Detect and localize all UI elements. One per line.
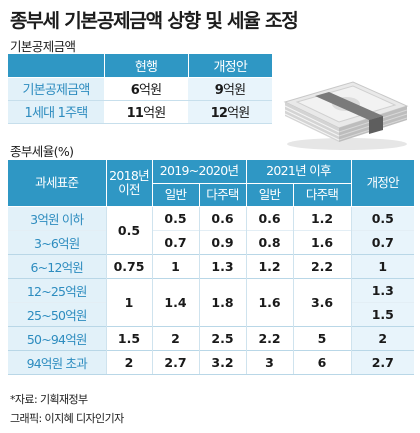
cell-proposal: 0.5 bbox=[350, 205, 415, 230]
deduction-header-row: 현행 개정안 bbox=[8, 54, 272, 77]
cell-2019-multi: 0.6 bbox=[198, 205, 247, 230]
row-label: 94억원 초과 bbox=[8, 349, 106, 375]
cell-2019-multi: 0.9 bbox=[198, 229, 247, 254]
header-proposal: 개정안 bbox=[350, 160, 415, 207]
header-2019-2020: 2019~2020년 bbox=[151, 160, 247, 184]
cell-2019-general: 2.7 bbox=[151, 349, 199, 375]
cell-2019-general: 0.5 bbox=[151, 205, 199, 230]
cell-2019-general: 1.4 bbox=[151, 277, 199, 326]
row-label: 6~12억원 bbox=[8, 253, 106, 278]
cell-2021-multi: 2.2 bbox=[292, 253, 352, 278]
cell-2021-multi: 5 bbox=[292, 325, 352, 350]
cell-2019-multi: 3.2 bbox=[198, 349, 247, 375]
deduction-new-value: 9억원 bbox=[188, 77, 272, 101]
deduction-table: 현행 개정안 기본공제금액 6억원 9억원 1세대 1주택 11억원 12억원 bbox=[8, 54, 272, 124]
header-2018: 2018년 이전 bbox=[105, 160, 152, 207]
cell-2019-general: 1 bbox=[151, 253, 199, 278]
row-label: 3억원 이하 bbox=[8, 205, 106, 230]
cell-proposal: 2 bbox=[350, 325, 415, 350]
cell-2021-general: 0.6 bbox=[245, 205, 294, 230]
cell-2021-multi: 1.2 bbox=[292, 205, 352, 230]
deduction-current-value: 6억원 bbox=[104, 77, 188, 101]
cell-2018: 1 bbox=[105, 277, 152, 326]
cell-2019-multi: 1.3 bbox=[198, 253, 247, 278]
cell-2019-general: 2 bbox=[151, 325, 199, 350]
rates-header-row: 과세표준 2018년 이전 2019~2020년 2021년 이후 개정안 bbox=[8, 160, 415, 207]
money-stack-icon bbox=[275, 54, 415, 154]
cell-2019-multi: 2.5 bbox=[198, 325, 247, 350]
deduction-row: 기본공제금액 6억원 9억원 bbox=[8, 77, 272, 101]
deduction-current-value: 11억원 bbox=[104, 100, 188, 124]
cell-proposal: 0.7 bbox=[350, 229, 415, 254]
table-row: 3억원 이하 0.5 0.5 0.6 0.6 1.2 0.5 bbox=[8, 205, 415, 254]
table-row: 50~94억원 1.5 2 2.5 2.2 5 2 bbox=[8, 325, 415, 350]
deduction-header-blank bbox=[8, 54, 105, 77]
deduction-row-label: 기본공제금액 bbox=[8, 77, 104, 101]
deduction-row: 1세대 1주택 11억원 12억원 bbox=[8, 100, 272, 124]
row-label: 25~50억원 bbox=[8, 301, 106, 326]
header-base: 과세표준 bbox=[8, 160, 106, 207]
cell-2021-general: 1.6 bbox=[245, 277, 294, 326]
cell-2021-general: 2.2 bbox=[245, 325, 294, 350]
row-label: 3~6억원 bbox=[8, 229, 106, 254]
deduction-row-label: 1세대 1주택 bbox=[8, 100, 104, 124]
cell-2021-multi: 6 bbox=[292, 349, 352, 375]
cell-2021-general: 1.2 bbox=[245, 253, 294, 278]
cell-2019-multi: 1.8 bbox=[198, 277, 247, 326]
cell-2018: 1.5 bbox=[105, 325, 152, 350]
cell-2018: 0.5 bbox=[105, 205, 152, 254]
deduction-new-value: 12억원 bbox=[188, 100, 272, 124]
rates-heading: 종부세율(%) bbox=[10, 144, 74, 159]
deduction-heading: 기본공제금액 bbox=[10, 39, 76, 54]
header-2021-general: 일반 bbox=[245, 183, 294, 207]
table-row: 12~25억원 1 1.4 1.8 1.6 3.6 1.3 bbox=[8, 277, 415, 326]
cell-proposal: 1 bbox=[350, 253, 415, 278]
row-label: 12~25억원 bbox=[8, 277, 106, 302]
table-row: 3~6억원 0.7 0.9 0.8 1.6 0.7 bbox=[8, 229, 415, 254]
cell-2021-multi: 1.6 bbox=[292, 229, 352, 254]
page-title: 종부세 기본공제금액 상향 및 세율 조정 bbox=[10, 10, 299, 32]
cell-proposal: 1.5 bbox=[350, 301, 415, 326]
table-row: 25~50억원 1.5 bbox=[8, 301, 415, 326]
cell-2021-multi: 3.6 bbox=[292, 277, 352, 326]
table-row: 94억원 초과 2 2.7 3.2 3 6 2.7 bbox=[8, 349, 415, 375]
header-2021-multi: 다주택 bbox=[292, 183, 352, 207]
deduction-header-current: 현행 bbox=[104, 54, 189, 77]
source-note: *자료: 기획재정부 bbox=[10, 393, 88, 406]
tax-rate-table: 과세표준 2018년 이전 2019~2020년 2021년 이후 개정안 일반… bbox=[8, 160, 415, 375]
table-row: 6~12억원 0.75 1 1.3 1.2 2.2 1 bbox=[8, 253, 415, 278]
cell-proposal: 2.7 bbox=[350, 349, 415, 375]
graphic-credit: 그래픽: 이지혜 디자인기자 bbox=[10, 412, 124, 425]
cell-proposal: 1.3 bbox=[350, 277, 415, 302]
cell-2021-general: 3 bbox=[245, 349, 294, 375]
deduction-header-new: 개정안 bbox=[188, 54, 272, 77]
cell-2019-general: 0.7 bbox=[151, 229, 199, 254]
cell-2018: 0.75 bbox=[105, 253, 152, 278]
row-label: 50~94억원 bbox=[8, 325, 106, 350]
header-2021: 2021년 이후 bbox=[245, 160, 352, 184]
cell-2021-general: 0.8 bbox=[245, 229, 294, 254]
header-2019-multi: 다주택 bbox=[198, 183, 247, 207]
cell-2018: 2 bbox=[105, 349, 152, 375]
header-2019-general: 일반 bbox=[151, 183, 199, 207]
